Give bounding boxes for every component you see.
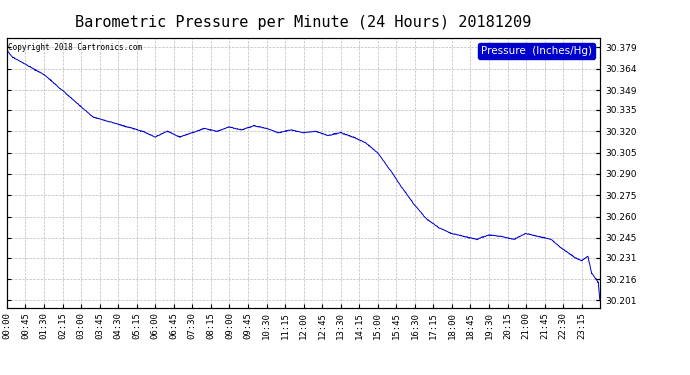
Text: Copyright 2018 Cartronics.com: Copyright 2018 Cartronics.com	[8, 43, 142, 52]
Text: Barometric Pressure per Minute (24 Hours) 20181209: Barometric Pressure per Minute (24 Hours…	[75, 15, 532, 30]
Legend: Pressure  (Inches/Hg): Pressure (Inches/Hg)	[478, 43, 595, 59]
